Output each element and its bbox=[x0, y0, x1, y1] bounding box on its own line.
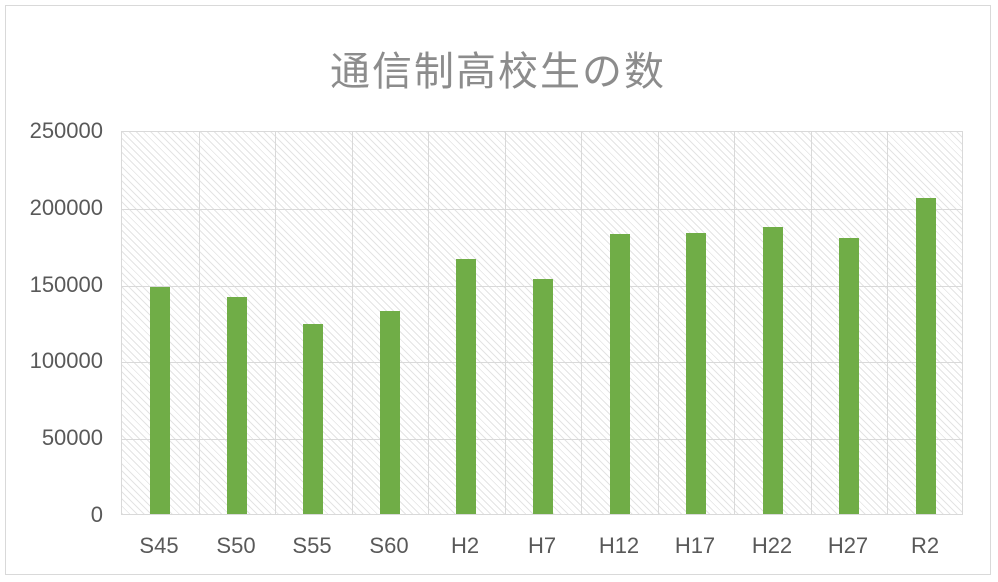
x-axis-tick-label: H17 bbox=[674, 533, 716, 558]
bar-H22 bbox=[763, 227, 783, 514]
y-axis-tick-label: 200000 bbox=[29, 195, 103, 220]
x-axis-tick-label: R2 bbox=[910, 533, 940, 558]
bar-H12 bbox=[610, 234, 630, 514]
bar-H17 bbox=[686, 233, 706, 514]
x-axis-tick-label: H22 bbox=[751, 533, 793, 558]
bar-S60 bbox=[380, 311, 400, 514]
y-axis-tick-label: 0 bbox=[90, 502, 103, 527]
y-axis-tick-label: 50000 bbox=[41, 425, 103, 450]
bar-H7 bbox=[533, 279, 553, 514]
bar-R2 bbox=[916, 198, 936, 514]
bar-S45 bbox=[150, 287, 170, 514]
vertical-gridline bbox=[658, 132, 659, 514]
vertical-gridline bbox=[352, 132, 353, 514]
y-axis-tick-label: 150000 bbox=[29, 272, 103, 297]
x-axis-tick-label: S50 bbox=[216, 533, 256, 558]
y-axis-tick-label: 100000 bbox=[29, 348, 103, 373]
x-axis-tick-label: H2 bbox=[450, 533, 480, 558]
bar-S55 bbox=[303, 324, 323, 514]
x-axis-tick-label: H7 bbox=[527, 533, 557, 558]
plot-area bbox=[121, 131, 963, 515]
vertical-gridline bbox=[275, 132, 276, 514]
vertical-gridline bbox=[887, 132, 888, 514]
x-axis-tick-label: S45 bbox=[139, 533, 179, 558]
vertical-gridline bbox=[428, 132, 429, 514]
vertical-gridline bbox=[734, 132, 735, 514]
x-axis-tick-label: S55 bbox=[292, 533, 332, 558]
vertical-gridline bbox=[199, 132, 200, 514]
bar-H2 bbox=[456, 259, 476, 514]
vertical-gridline bbox=[505, 132, 506, 514]
vertical-gridline bbox=[811, 132, 812, 514]
x-axis-tick-label: H12 bbox=[598, 533, 640, 558]
vertical-gridline bbox=[581, 132, 582, 514]
chart-title: 通信制高校生の数 bbox=[330, 50, 666, 94]
bar-H27 bbox=[839, 238, 859, 514]
horizontal-gridline bbox=[122, 209, 962, 210]
x-axis-tick-label: S60 bbox=[369, 533, 409, 558]
x-axis-tick-label: H27 bbox=[827, 533, 869, 558]
bar-S50 bbox=[227, 297, 247, 514]
y-axis-tick-label: 250000 bbox=[29, 118, 103, 143]
